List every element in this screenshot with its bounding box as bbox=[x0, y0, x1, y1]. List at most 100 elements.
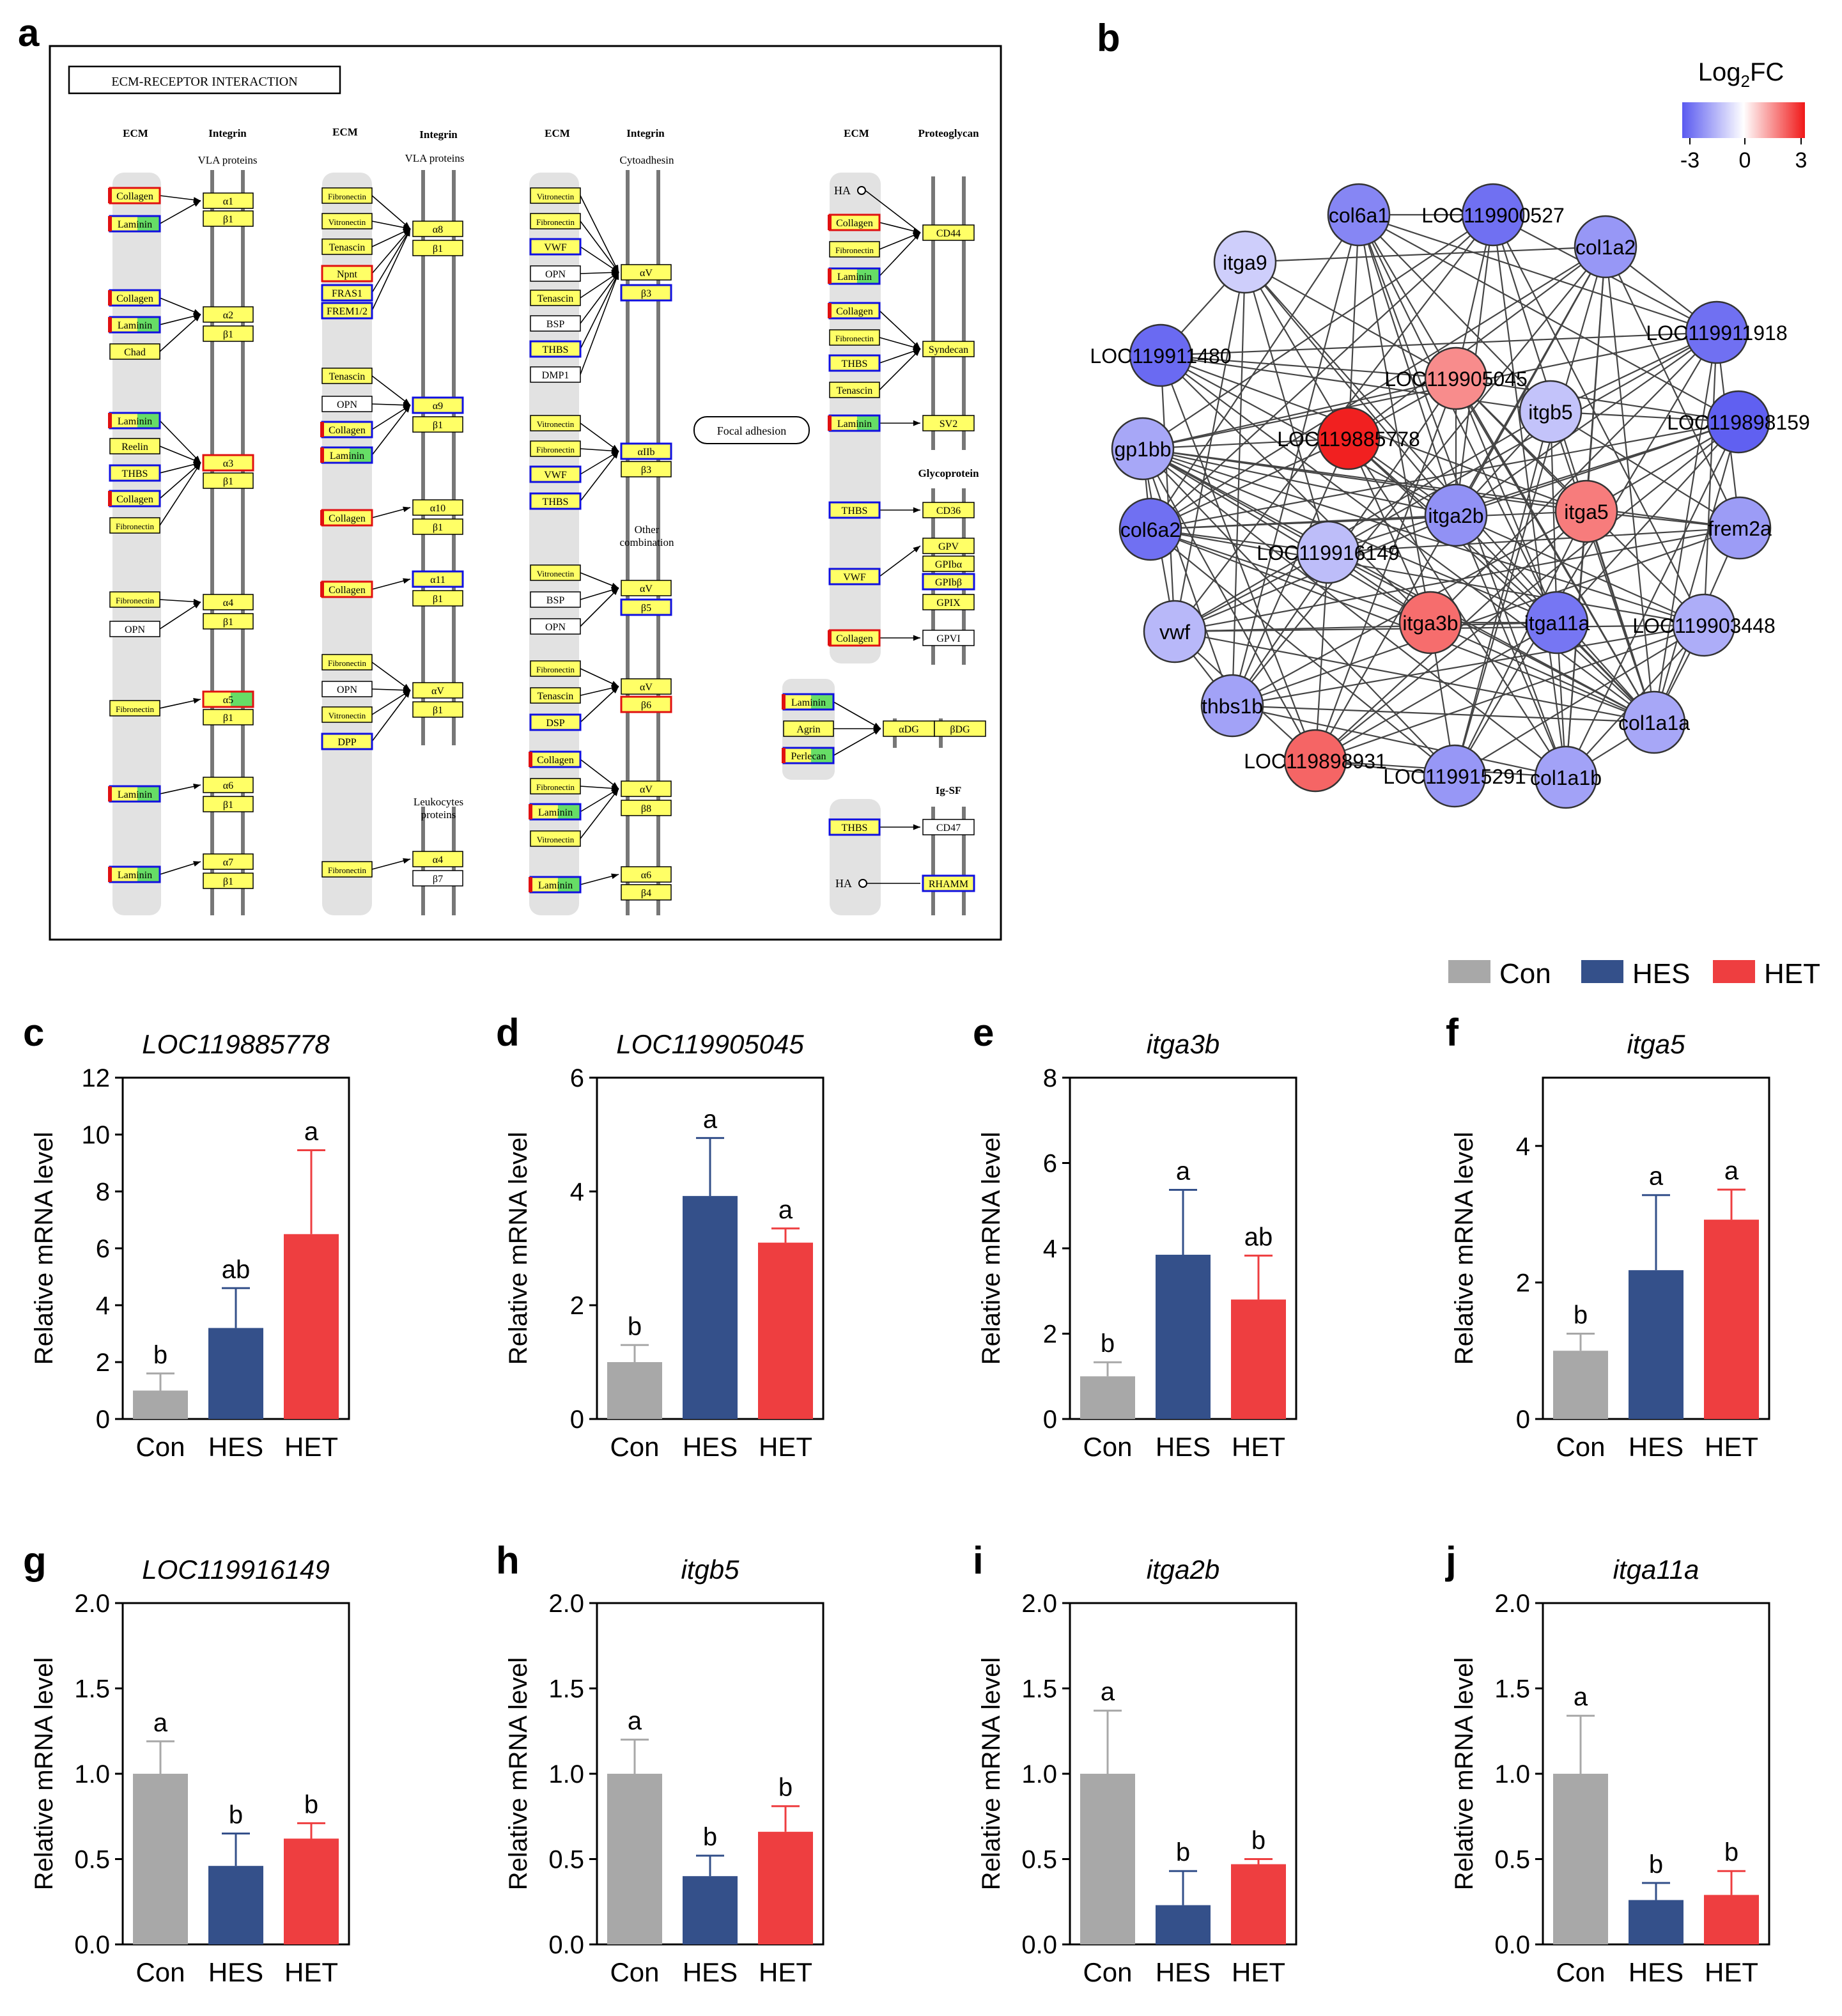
ecm-ligand-box[interactable]: THBS bbox=[529, 340, 582, 358]
receptor-box[interactable]: β3 bbox=[620, 284, 672, 302]
ecm-ligand-box[interactable]: Npnt bbox=[321, 265, 373, 283]
ecm-ligand-box[interactable]: THBS bbox=[109, 464, 161, 482]
receptor-box[interactable]: β1 bbox=[412, 590, 463, 607]
ecm-ligand-box[interactable]: Laminin bbox=[108, 412, 161, 430]
network-node[interactable]: col1a1b bbox=[1530, 745, 1602, 809]
receptor-box[interactable]: αIIb bbox=[620, 442, 672, 460]
ecm-ligand-box[interactable]: THBS bbox=[828, 818, 881, 836]
ecm-ligand-box[interactable]: BSP bbox=[530, 315, 581, 332]
network-node[interactable]: gp1bb bbox=[1111, 417, 1175, 481]
network-node-circle[interactable] bbox=[1424, 483, 1488, 547]
ecm-ligand-box[interactable]: Collagen bbox=[828, 302, 881, 320]
network-node[interactable]: LOC119915291 bbox=[1383, 744, 1526, 808]
network-node-circle[interactable] bbox=[1622, 690, 1686, 754]
receptor-box[interactable]: α9 bbox=[412, 396, 464, 414]
receptor-box[interactable]: βDG bbox=[934, 720, 986, 737]
receptor-box[interactable]: β7 bbox=[412, 870, 463, 887]
network-node[interactable]: frem2a bbox=[1708, 496, 1772, 560]
focal-adhesion-link[interactable] bbox=[693, 416, 810, 444]
network-node[interactable]: itgb5 bbox=[1519, 380, 1583, 444]
ecm-ligand-box[interactable]: Vitronectin bbox=[530, 564, 581, 581]
network-node-circle[interactable] bbox=[1554, 479, 1618, 543]
receptor-box[interactable]: β1 bbox=[203, 709, 254, 725]
ecm-ligand-box[interactable]: FREM1/2 bbox=[321, 302, 373, 320]
receptor-box[interactable]: αV bbox=[621, 264, 672, 281]
ecm-ligand-box[interactable]: THBS bbox=[828, 501, 881, 519]
receptor-box[interactable]: αV bbox=[621, 780, 672, 797]
receptor-box[interactable]: β1 bbox=[203, 613, 254, 630]
ecm-ligand-box[interactable]: OPN bbox=[109, 621, 160, 637]
network-node-circle[interactable] bbox=[1707, 390, 1770, 454]
ecm-ligand-box[interactable]: OPN bbox=[321, 396, 373, 412]
ecm-ligand-box[interactable]: Reelin bbox=[109, 438, 160, 454]
receptor-box[interactable]: GPIbα bbox=[922, 555, 975, 572]
receptor-box[interactable]: α3 bbox=[202, 454, 254, 472]
ecm-ligand-box[interactable]: Vitronectin bbox=[321, 706, 373, 723]
ecm-ligand-box[interactable]: DPP bbox=[321, 733, 373, 750]
receptor-box[interactable]: SV2 bbox=[922, 415, 975, 431]
receptor-box[interactable]: α4 bbox=[412, 851, 463, 867]
ecm-ligand-box[interactable]: Tenascin bbox=[530, 687, 581, 704]
ecm-ligand-box[interactable]: Fibronectin bbox=[109, 517, 160, 534]
receptor-box[interactable]: β1 bbox=[203, 210, 254, 227]
receptor-box[interactable]: β1 bbox=[203, 472, 254, 489]
network-node-circle[interactable] bbox=[1708, 496, 1772, 560]
ecm-ligand-box[interactable]: Vitronectin bbox=[530, 187, 581, 204]
network-node-circle[interactable] bbox=[1398, 591, 1462, 655]
ecm-ligand-box[interactable]: Fibronectin bbox=[321, 654, 373, 671]
network-node[interactable]: itga11a bbox=[1524, 591, 1590, 655]
ecm-ligand-box[interactable]: Tenascin bbox=[530, 290, 581, 306]
ecm-ligand-box[interactable]: Collagen bbox=[108, 490, 161, 508]
ecm-ligand-box[interactable]: Collagen bbox=[108, 187, 161, 205]
ecm-ligand-box[interactable]: OPN bbox=[530, 265, 581, 282]
network-node[interactable]: LOC119903448 bbox=[1632, 593, 1776, 657]
ecm-ligand-box[interactable]: Fibronectin bbox=[109, 591, 160, 608]
ecm-ligand-box[interactable]: Collagen bbox=[108, 289, 161, 307]
receptor-box[interactable]: β1 bbox=[203, 872, 254, 889]
ecm-ligand-box[interactable]: Laminin bbox=[108, 865, 161, 883]
network-node-circle[interactable] bbox=[1283, 729, 1347, 793]
network-node-circle[interactable] bbox=[1461, 183, 1525, 247]
receptor-box[interactable]: β4 bbox=[621, 884, 672, 901]
ecm-ligand-box[interactable]: Laminin bbox=[320, 446, 373, 464]
ecm-ligand-box[interactable]: Laminin bbox=[782, 693, 835, 711]
network-node[interactable]: LOC119911918 bbox=[1646, 300, 1788, 364]
receptor-box[interactable]: αDG bbox=[883, 720, 935, 737]
ecm-ligand-box[interactable]: Laminin bbox=[108, 316, 161, 334]
network-node-circle[interactable] bbox=[1534, 745, 1598, 809]
network-node-circle[interactable] bbox=[1672, 593, 1736, 657]
ecm-ligand-box[interactable]: Collagen bbox=[828, 629, 881, 647]
receptor-box[interactable]: GPIbβ bbox=[922, 573, 975, 591]
network-node-circle[interactable] bbox=[1213, 230, 1277, 294]
receptor-box[interactable]: β8 bbox=[621, 800, 672, 816]
network-node-circle[interactable] bbox=[1525, 591, 1589, 655]
receptor-box[interactable]: αV bbox=[621, 580, 672, 596]
receptor-box[interactable]: α7 bbox=[203, 853, 254, 870]
network-node[interactable]: itga9 bbox=[1213, 230, 1277, 294]
network-node[interactable]: LOC119898931 bbox=[1244, 729, 1387, 793]
network-node-circle[interactable] bbox=[1519, 380, 1583, 444]
receptor-box[interactable]: β6 bbox=[620, 695, 672, 713]
ecm-ligand-box[interactable]: Fibronectin bbox=[321, 187, 373, 204]
network-node[interactable]: itga3b bbox=[1398, 591, 1462, 655]
network-node-circle[interactable] bbox=[1327, 183, 1391, 247]
receptor-box[interactable]: α4 bbox=[203, 594, 254, 610]
ecm-ligand-box[interactable]: Laminin bbox=[108, 215, 161, 233]
ecm-ligand-box[interactable]: Collagen bbox=[529, 750, 582, 768]
network-node[interactable]: itga2b bbox=[1424, 483, 1488, 547]
network-node-circle[interactable] bbox=[1200, 674, 1264, 738]
network-node-circle[interactable] bbox=[1423, 744, 1487, 808]
ecm-ligand-box[interactable]: Collagen bbox=[320, 421, 373, 438]
receptor-box[interactable]: α6 bbox=[203, 777, 254, 793]
ecm-ligand-box[interactable]: VWF bbox=[529, 465, 582, 483]
ecm-ligand-box[interactable]: VWF bbox=[828, 568, 881, 585]
ecm-ligand-box[interactable]: Laminin bbox=[108, 785, 161, 803]
receptor-box[interactable]: RHAMM bbox=[922, 874, 975, 892]
receptor-box[interactable]: GPIX bbox=[922, 594, 975, 610]
ecm-ligand-box[interactable]: Fibronectin bbox=[829, 329, 880, 346]
receptor-box[interactable]: GPV bbox=[922, 538, 975, 554]
network-node-circle[interactable] bbox=[1129, 323, 1193, 387]
receptor-box[interactable]: β3 bbox=[621, 461, 672, 477]
network-node[interactable]: vwf bbox=[1143, 600, 1207, 663]
ecm-ligand-box[interactable]: VWF bbox=[529, 238, 582, 256]
